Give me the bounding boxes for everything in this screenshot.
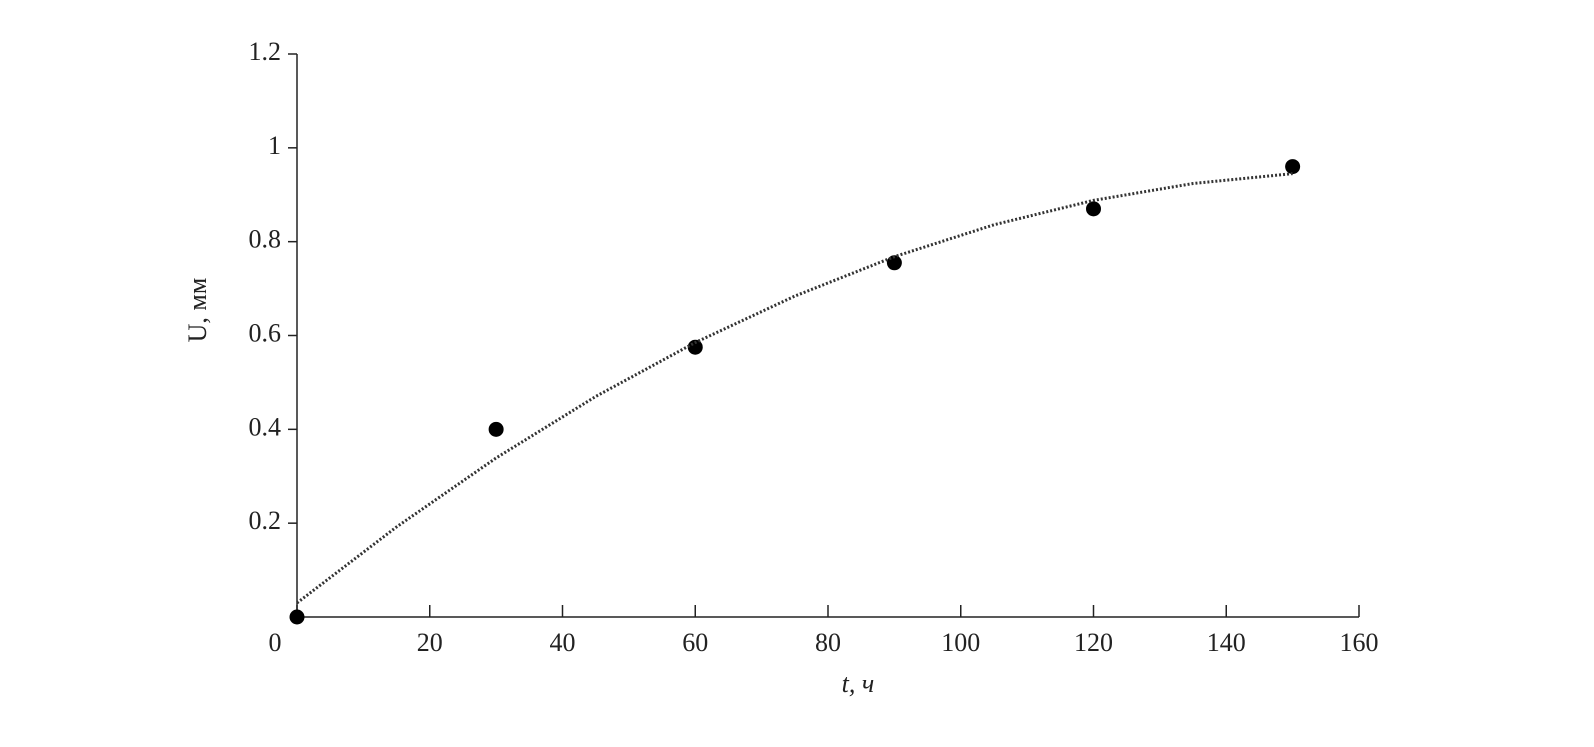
x-tick-label: 20 [417, 628, 443, 657]
x-tick-label: 40 [550, 628, 576, 657]
x-tick-label: 100 [941, 628, 980, 657]
x-tick-label: 160 [1340, 628, 1379, 657]
data-point [289, 609, 305, 625]
data-point [488, 421, 504, 437]
x-tick-label: 60 [682, 628, 708, 657]
y-tick-label: 0.8 [249, 225, 282, 254]
x-tick-label: 140 [1207, 628, 1246, 657]
data-point [1086, 201, 1101, 217]
x-tick-label: 0 [269, 628, 282, 657]
y-tick-label: 1.2 [249, 37, 282, 66]
x-axis-label: t, ч [842, 669, 875, 698]
trend-line [296, 172, 1293, 605]
y-tick-label: 0.2 [249, 506, 282, 535]
y-tick-label: 1 [268, 131, 281, 160]
data-point [1285, 159, 1301, 175]
x-tick-label: 120 [1074, 628, 1113, 657]
y-tick-label: 0.6 [249, 318, 282, 347]
x-tick-label: 80 [815, 628, 841, 657]
y-axis-label: U, мм [183, 278, 212, 343]
y-tick-label: 0.4 [249, 412, 282, 441]
